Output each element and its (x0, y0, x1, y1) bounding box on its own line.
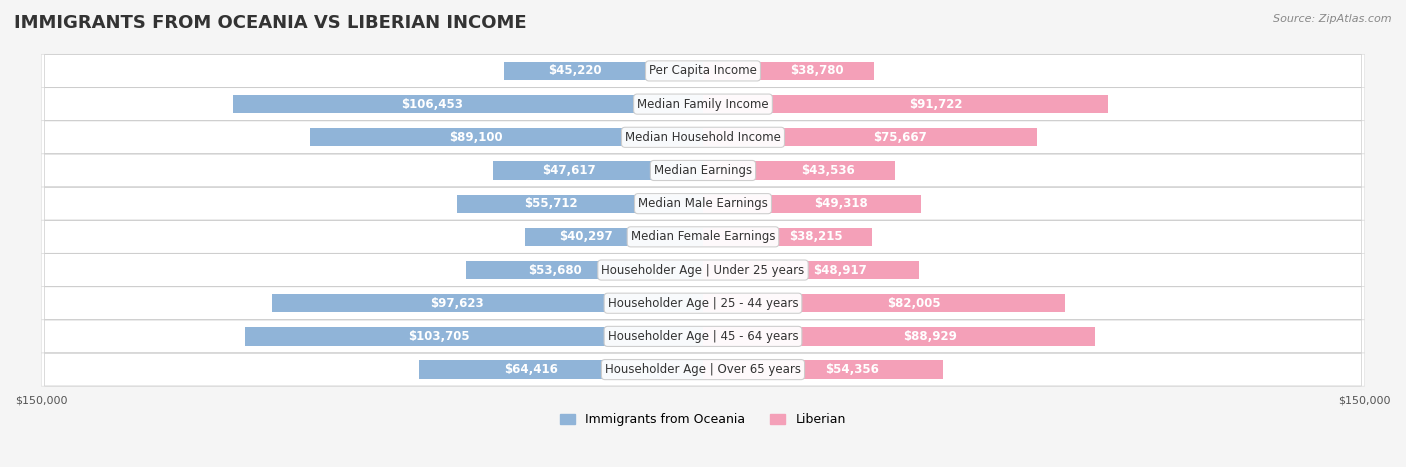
Bar (703, 62, 875, 80)
FancyBboxPatch shape (41, 120, 1365, 154)
Bar (703, 95, 1108, 113)
Text: $91,722: $91,722 (910, 98, 963, 111)
Text: $75,667: $75,667 (873, 131, 927, 144)
Bar (494, 162, 703, 180)
Text: Per Capita Income: Per Capita Income (650, 64, 756, 78)
Text: Median Earnings: Median Earnings (654, 164, 752, 177)
Bar (457, 195, 703, 213)
FancyBboxPatch shape (41, 220, 1365, 254)
Bar (246, 327, 703, 346)
Text: $38,215: $38,215 (789, 230, 842, 243)
Bar (703, 162, 896, 180)
Text: $64,416: $64,416 (505, 363, 558, 376)
Text: Householder Age | 25 - 44 years: Householder Age | 25 - 44 years (607, 297, 799, 310)
Bar (309, 128, 703, 147)
Text: Median Household Income: Median Household Income (626, 131, 780, 144)
Text: $45,220: $45,220 (547, 64, 602, 78)
Bar (503, 62, 703, 80)
FancyBboxPatch shape (41, 54, 1365, 87)
Text: $40,297: $40,297 (558, 230, 613, 243)
Text: $38,780: $38,780 (790, 64, 844, 78)
Text: $97,623: $97,623 (430, 297, 484, 310)
Bar (526, 228, 703, 246)
Text: $89,100: $89,100 (449, 131, 502, 144)
FancyBboxPatch shape (41, 87, 1365, 120)
Text: Householder Age | Over 65 years: Householder Age | Over 65 years (605, 363, 801, 376)
Text: $55,712: $55,712 (524, 197, 578, 210)
Bar (467, 261, 703, 279)
Bar (703, 261, 918, 279)
Bar (419, 361, 703, 379)
Text: $48,917: $48,917 (813, 263, 868, 276)
Bar (703, 195, 921, 213)
Bar (273, 294, 703, 312)
Text: Source: ZipAtlas.com: Source: ZipAtlas.com (1274, 14, 1392, 24)
FancyBboxPatch shape (41, 254, 1365, 287)
Text: $106,453: $106,453 (402, 98, 464, 111)
Text: Median Family Income: Median Family Income (637, 98, 769, 111)
Legend: Immigrants from Oceania, Liberian: Immigrants from Oceania, Liberian (555, 409, 851, 432)
Bar (703, 228, 872, 246)
Text: $103,705: $103,705 (408, 330, 470, 343)
Text: Median Male Earnings: Median Male Earnings (638, 197, 768, 210)
Text: $49,318: $49,318 (814, 197, 868, 210)
FancyBboxPatch shape (41, 187, 1365, 220)
Text: $47,617: $47,617 (543, 164, 596, 177)
Text: $54,356: $54,356 (825, 363, 879, 376)
Text: Median Female Earnings: Median Female Earnings (631, 230, 775, 243)
Text: $88,929: $88,929 (903, 330, 957, 343)
FancyBboxPatch shape (41, 287, 1365, 320)
Bar (703, 128, 1036, 147)
Text: IMMIGRANTS FROM OCEANIA VS LIBERIAN INCOME: IMMIGRANTS FROM OCEANIA VS LIBERIAN INCO… (14, 14, 527, 32)
Text: $43,536: $43,536 (801, 164, 855, 177)
FancyBboxPatch shape (41, 353, 1365, 386)
Bar (233, 95, 703, 113)
FancyBboxPatch shape (41, 154, 1365, 187)
Bar (703, 361, 943, 379)
Text: $53,680: $53,680 (529, 263, 582, 276)
Text: Householder Age | 45 - 64 years: Householder Age | 45 - 64 years (607, 330, 799, 343)
Bar (703, 294, 1064, 312)
FancyBboxPatch shape (41, 320, 1365, 353)
Text: Householder Age | Under 25 years: Householder Age | Under 25 years (602, 263, 804, 276)
Text: $82,005: $82,005 (887, 297, 941, 310)
Bar (703, 327, 1095, 346)
